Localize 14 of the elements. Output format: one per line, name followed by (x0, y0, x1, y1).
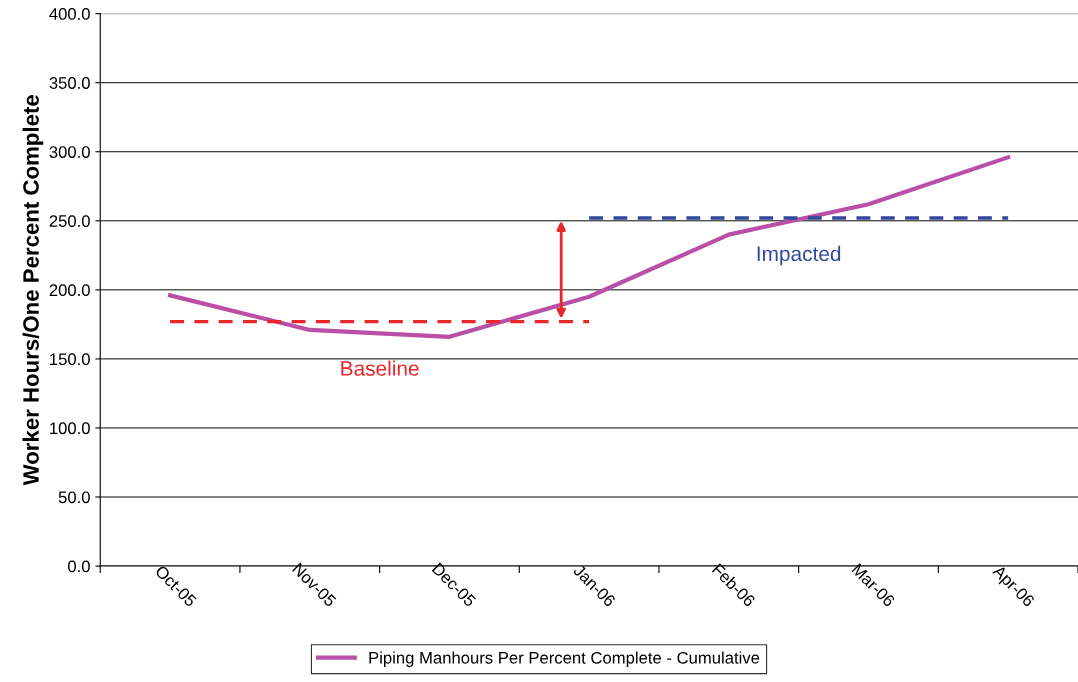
series-label: Impacted (757, 245, 841, 266)
legend-label: Piping Manhours Per Percent Complete - Cumulative (369, 651, 760, 667)
y-tick-label: 150.0 (50, 353, 90, 366)
y-tick-label: 200.0 (49, 284, 90, 297)
y-axis-title: Worker Hours/One Percent Complete (22, 95, 44, 486)
y-tick-label: 50.0 (58, 491, 90, 504)
y-tick-label: 0.0 (68, 560, 90, 573)
series-label: Baseline (341, 360, 419, 376)
y-tick-label: 400.0 (49, 8, 90, 20)
y-tick-label: 100.0 (50, 422, 90, 435)
y-tick-label: 250.0 (49, 215, 90, 227)
line-series (168, 155, 1011, 339)
y-tick-label: 350.0 (49, 77, 90, 89)
y-tick-label: 300.0 (49, 146, 90, 158)
